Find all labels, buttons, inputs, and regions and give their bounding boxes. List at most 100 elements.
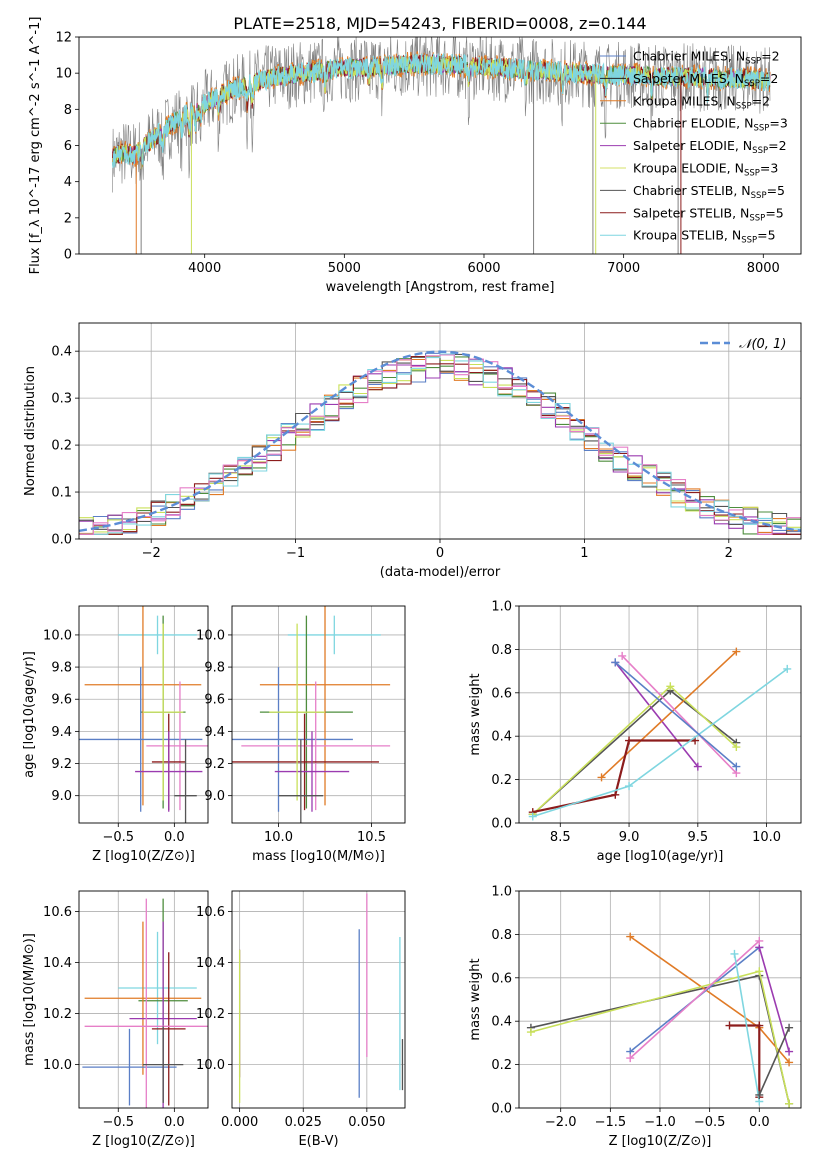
y-tick-label: 0.3 <box>51 392 72 407</box>
y-tick-label: 0.2 <box>491 1058 512 1073</box>
series-point <box>597 773 606 782</box>
y-axis-label: mass weight <box>468 673 483 755</box>
y-tick-label: 10.2 <box>196 1007 225 1022</box>
x-tick-label: −2.0 <box>545 1115 577 1130</box>
x-tick-label: 0.0 <box>749 1115 770 1130</box>
series-point <box>785 1047 794 1056</box>
y-tick-label: 6 <box>64 139 72 154</box>
age-vs-mass-panel: 10.0 10.5 9.0 9.2 9.4 9.6 9.8 10.0 mass [log10(M… <box>196 605 406 864</box>
series-point <box>528 812 537 821</box>
y-tick-label: 0.6 <box>491 686 512 701</box>
x-tick-label: 0.050 <box>348 1115 385 1130</box>
x-tick-label: −1.0 <box>644 1115 676 1130</box>
series-point <box>755 967 764 976</box>
x-axis-label: wavelength [Angstrom, rest frame] <box>326 280 555 295</box>
y-tick-label: 0.2 <box>491 773 512 788</box>
y-tick-label: 0.2 <box>51 439 72 454</box>
x-tick-label: 8.5 <box>550 830 571 845</box>
x-tick-label: −0.5 <box>102 1115 134 1130</box>
axes-frame <box>231 605 406 824</box>
x-tick-label: −2 <box>142 546 161 561</box>
legend-entry: Salpeter MILES, NSSP=2 <box>633 71 778 89</box>
y-tick-label: 8 <box>64 103 72 118</box>
y-axis-label: mass [log10(M/M⊙)] <box>22 933 37 1066</box>
residual-histogram-panel: −2 −1 0 1 2 0.0 0.1 0.2 0.3 0.4 (data-model)/error… <box>23 322 802 580</box>
x-tick-label: −1 <box>286 546 305 561</box>
legend: Chabrier MILES, NSSP=2 Salpeter MILES, NS… <box>600 49 788 246</box>
series-point <box>526 1028 535 1037</box>
x-tick-label: 0 <box>436 546 444 561</box>
y-tick-label: 9.4 <box>51 725 72 740</box>
y-tick-label: 0.0 <box>51 533 72 548</box>
mass-weight-vs-age-panel: 8.5 9.0 9.5 10.0 0.0 0.2 0.4 0.6 0.8 1.0 age [log1… <box>468 600 802 864</box>
series-point <box>730 949 739 958</box>
x-axis-label: (data-model)/error <box>380 565 501 580</box>
x-tick-label: 9.5 <box>687 830 708 845</box>
series-point <box>755 1021 764 1030</box>
x-axis-label: age [log10(age/yr)] <box>597 849 724 864</box>
y-tick-label: 0.4 <box>491 730 512 745</box>
y-tick-label: 10.0 <box>43 1058 72 1073</box>
error-bars <box>232 606 391 823</box>
legend-entry: Chabrier MILES, NSSP=2 <box>633 49 780 67</box>
x-tick-label: 2 <box>725 546 733 561</box>
legend-entry: Kroupa STELIB, NSSP=5 <box>633 228 776 246</box>
x-tick-label: 0.0 <box>164 830 185 845</box>
x-tick-label: 0.000 <box>221 1115 258 1130</box>
y-tick-label: 0.8 <box>491 643 512 658</box>
y-tick-label: 4 <box>64 175 72 190</box>
series-point <box>626 932 635 941</box>
x-tick-label: 0.0 <box>164 1115 185 1130</box>
y-tick-label: 9.8 <box>204 661 225 676</box>
y-axis-label: mass weight <box>468 958 483 1040</box>
axes-frame <box>78 890 209 1109</box>
x-tick-label: 10.5 <box>357 830 386 845</box>
x-tick-label: 4000 <box>188 261 221 276</box>
axes-frame <box>231 890 406 1109</box>
weight-lines <box>528 647 792 821</box>
y-tick-label: 0.6 <box>491 971 512 986</box>
y-tick-label: 9.6 <box>204 693 225 708</box>
series-line <box>758 1027 790 1096</box>
series-point <box>625 736 634 745</box>
legend-entry: Salpeter ELODIE, NSSP=2 <box>633 138 787 156</box>
grid-lines <box>79 891 208 1108</box>
y-tick-label: 10.6 <box>43 905 72 920</box>
spectrum-line <box>112 55 771 170</box>
x-axis-label: mass [log10(M/M⊙)] <box>252 849 385 864</box>
y-tick-label: 9.6 <box>51 693 72 708</box>
series-point <box>785 1058 794 1067</box>
series-line <box>629 940 760 1059</box>
x-tick-label: −0.5 <box>694 1115 726 1130</box>
y-tick-label: 0 <box>64 248 72 263</box>
series-line <box>758 947 790 1052</box>
y-tick-label: 10.0 <box>196 628 225 643</box>
spectrum-lines <box>111 37 771 254</box>
y-tick-label: 10.2 <box>43 1007 72 1022</box>
series-line <box>621 655 737 774</box>
series-point <box>625 782 634 791</box>
y-tick-label: 9.8 <box>51 661 72 676</box>
histograms <box>79 350 801 535</box>
y-tick-label: 9.2 <box>51 757 72 772</box>
y-tick-label: 9.4 <box>204 725 225 740</box>
error-bars <box>82 898 208 1108</box>
series-point <box>618 651 627 660</box>
series-point <box>725 1021 734 1030</box>
x-tick-label: 10.0 <box>752 830 781 845</box>
mass-vs-extinction-panel: 0.000 0.025 0.050 10.0 10.2 10.4 10.6 E(B-V) <box>196 890 406 1149</box>
figure-title: PLATE=2518, MJD=54243, FIBERID=0008, z=0… <box>233 14 646 33</box>
axes-frame <box>518 605 802 824</box>
series-point <box>732 743 741 752</box>
series-line <box>733 953 761 1102</box>
y-tick-label: 2 <box>64 211 72 226</box>
x-tick-label: 6000 <box>467 261 500 276</box>
y-axis-label: Normed distribution <box>23 366 38 496</box>
y-tick-label: 9.2 <box>204 757 225 772</box>
legend-entry: Chabrier STELIB, NSSP=5 <box>633 183 785 201</box>
legend-entry: Salpeter STELIB, NSSP=5 <box>633 205 784 223</box>
series-point <box>626 1054 635 1063</box>
weight-lines <box>526 932 794 1108</box>
spectrum-line <box>111 52 771 168</box>
